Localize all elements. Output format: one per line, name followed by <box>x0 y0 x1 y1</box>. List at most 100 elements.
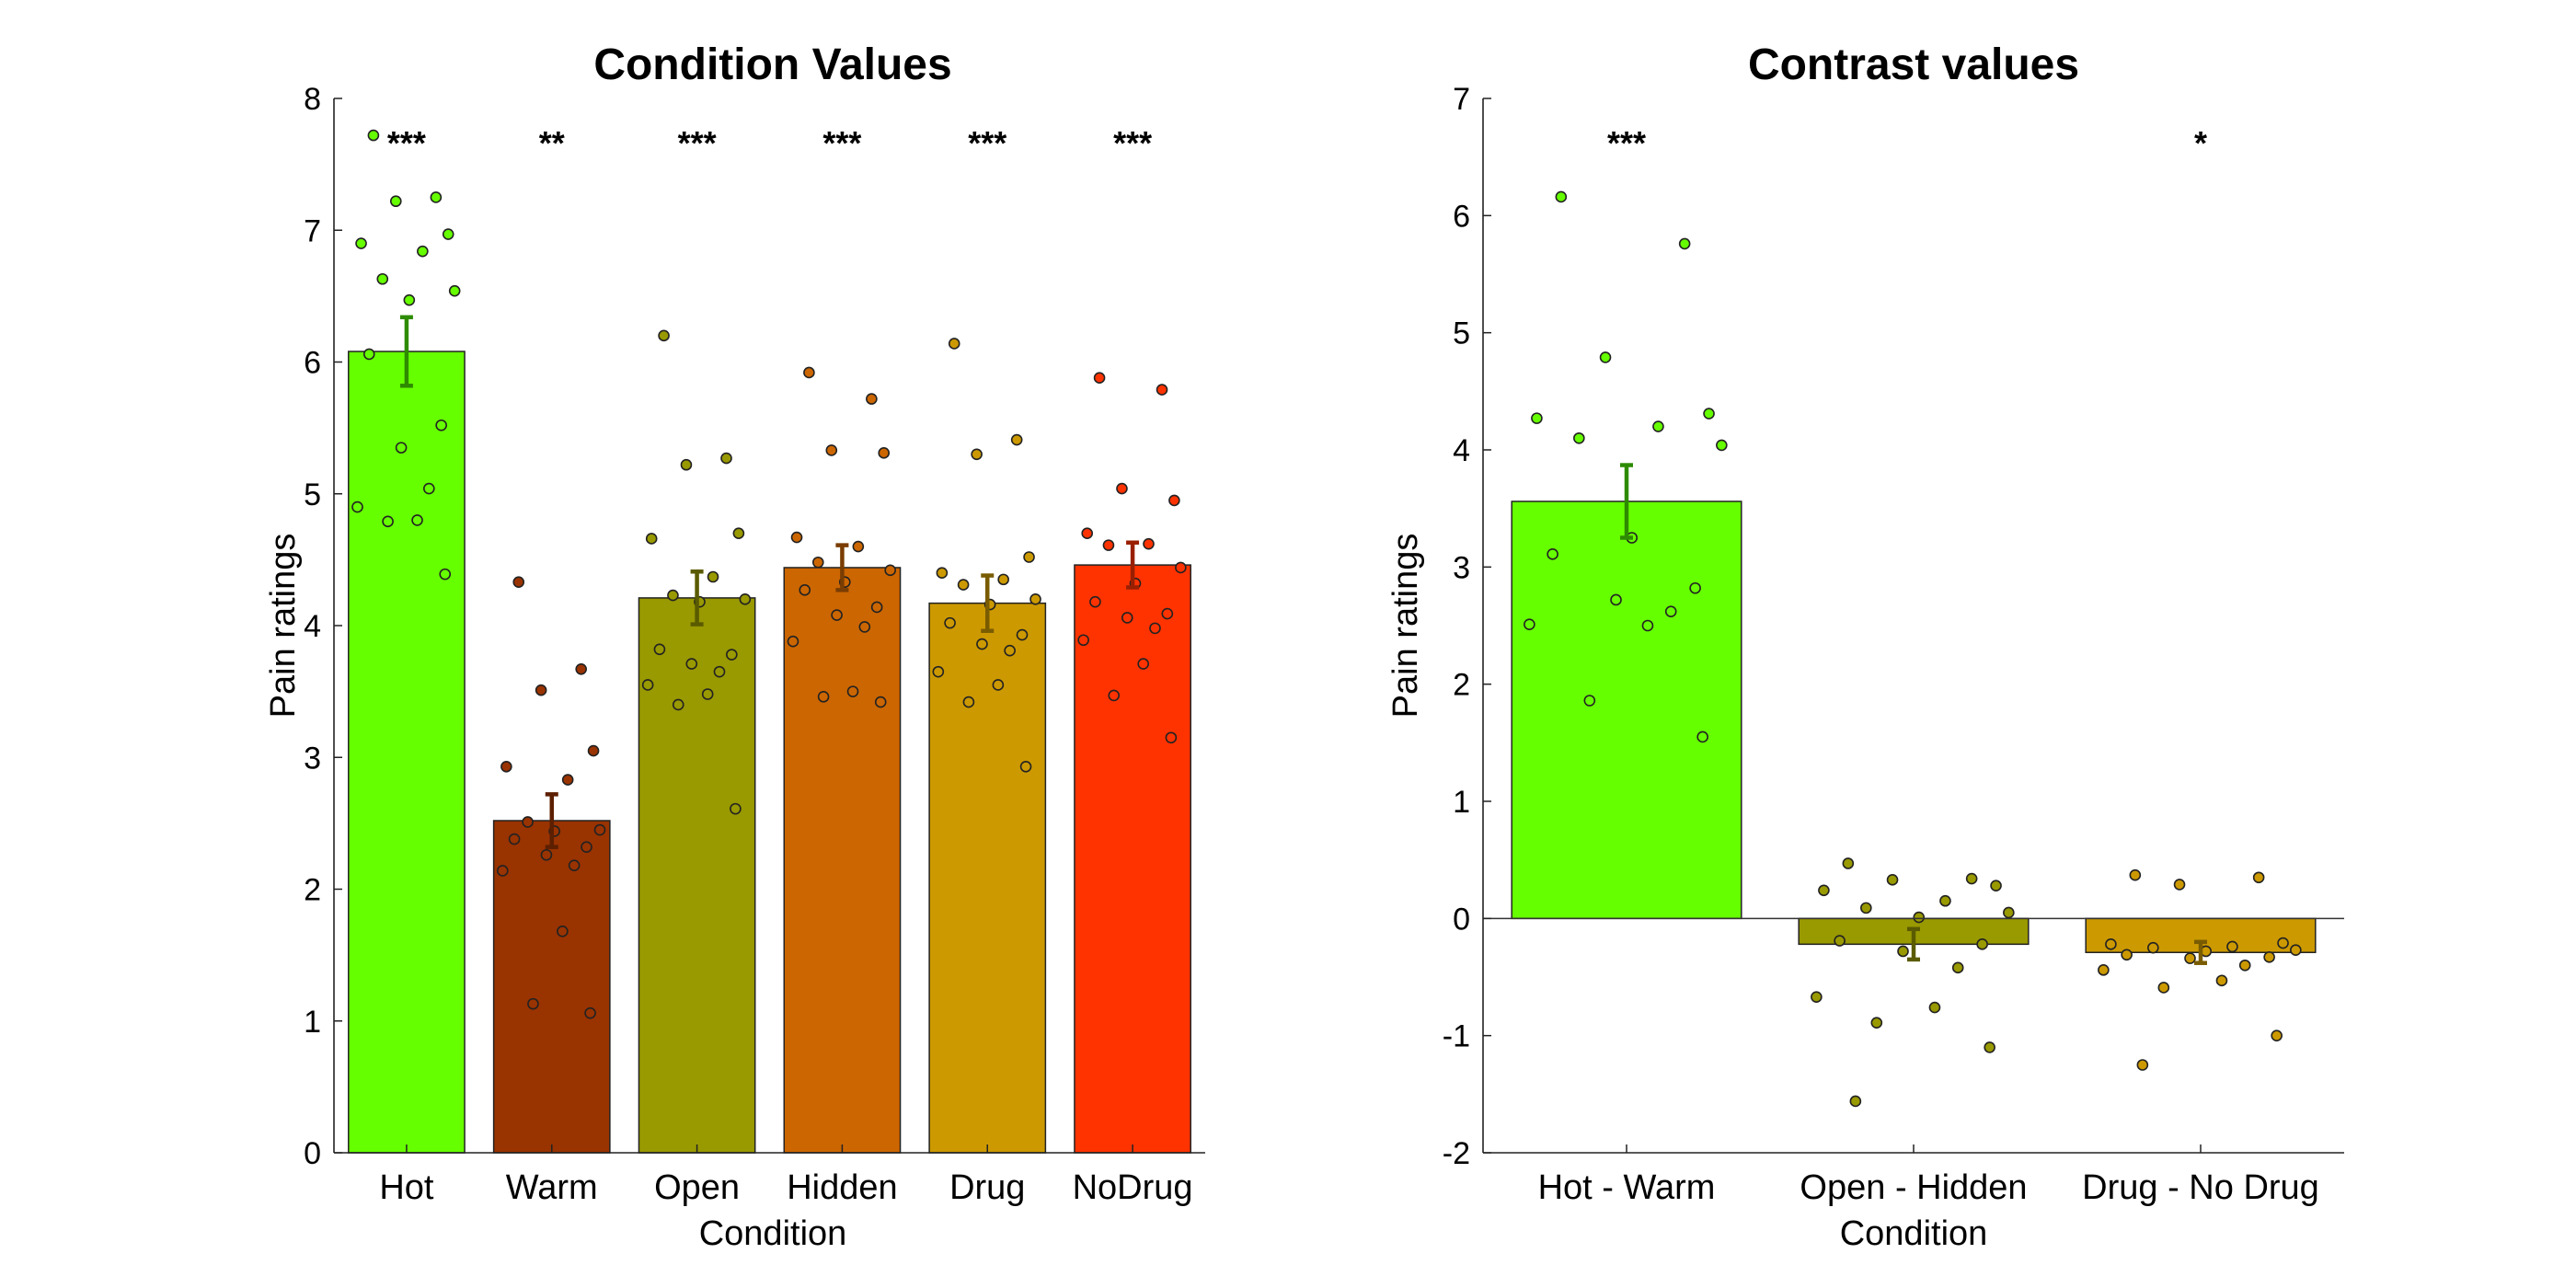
data-point <box>1689 581 1701 594</box>
data-point <box>1664 605 1677 618</box>
data-point <box>1089 595 1101 608</box>
data-point <box>1149 622 1161 635</box>
data-points <box>351 129 1187 1019</box>
data-point <box>667 589 679 602</box>
significance-marker: *** <box>1607 124 1646 162</box>
data-point <box>825 444 838 456</box>
error-bar <box>1126 540 1140 590</box>
data-point <box>2252 871 2265 884</box>
bar-warm <box>492 820 611 1154</box>
data-point <box>2157 982 2170 994</box>
data-point <box>992 679 1005 691</box>
error-bars <box>399 315 1140 849</box>
data-point <box>581 841 592 853</box>
y-tick-label: 2 <box>304 873 321 908</box>
data-point <box>1004 644 1016 657</box>
data-point <box>2215 974 2228 987</box>
data-point <box>1168 494 1180 507</box>
data-point <box>593 823 606 836</box>
significance-marker: *** <box>968 124 1006 162</box>
data-point <box>997 573 1009 586</box>
data-point <box>390 195 402 208</box>
data-point <box>395 442 408 454</box>
data-point <box>2147 941 2159 954</box>
error-bar <box>835 543 849 592</box>
data-point <box>1696 730 1708 743</box>
data-point <box>1842 857 1855 869</box>
y-tick-label: 8 <box>304 82 321 117</box>
data-point <box>367 129 380 142</box>
data-point <box>1870 1017 1883 1029</box>
data-point <box>787 635 799 648</box>
data-point <box>817 691 830 703</box>
data-point <box>1976 938 1988 950</box>
data-point <box>2238 959 2251 972</box>
axes: Hot - Warm Open - Hidden Drug - No Drug -2 -… <box>1443 82 2344 1207</box>
data-point <box>948 338 960 350</box>
data-point <box>1010 433 1023 446</box>
data-point <box>884 564 896 577</box>
data-point <box>730 802 742 815</box>
bars <box>1511 500 2317 954</box>
data-point <box>2271 1029 2283 1041</box>
data-point <box>2263 951 2275 963</box>
data-point <box>527 997 539 1010</box>
data-point <box>587 744 600 757</box>
x-tick-label: Warm <box>506 1168 598 1207</box>
data-point <box>1939 894 1951 907</box>
data-point <box>1555 190 1568 203</box>
data-point <box>512 576 525 589</box>
error-bar <box>545 792 558 849</box>
data-point <box>403 293 416 306</box>
data-point <box>1818 884 1830 897</box>
data-point <box>1641 619 1654 632</box>
data-point <box>936 567 949 580</box>
data-point <box>1984 1041 1995 1053</box>
y-tick-label: -1 <box>1443 1019 1470 1054</box>
data-point <box>1077 634 1089 647</box>
data-point <box>1990 880 2002 891</box>
data-point <box>1102 539 1115 551</box>
significance-marker: *** <box>678 124 717 162</box>
data-point <box>2290 944 2302 957</box>
y-tick-label: 1 <box>1453 785 1470 820</box>
data-point <box>962 696 975 708</box>
data-point <box>430 191 443 203</box>
data-point <box>1610 593 1622 606</box>
data-point <box>858 621 871 633</box>
data-point <box>1703 408 1715 420</box>
data-point <box>435 419 447 431</box>
data-point <box>1108 689 1121 702</box>
data-point <box>1016 628 1029 641</box>
chart-title: Contrast values <box>1748 40 2079 89</box>
data-point <box>685 658 698 670</box>
data-point <box>1081 527 1094 540</box>
bars <box>348 351 1191 1154</box>
data-point <box>1913 911 1926 924</box>
bar-drug <box>928 602 1047 1154</box>
data-point <box>976 638 988 650</box>
data-point <box>811 556 824 569</box>
data-point <box>1116 482 1128 495</box>
data-point <box>739 593 752 605</box>
data-point <box>497 865 509 877</box>
data-point <box>2098 964 2110 976</box>
bar-open <box>638 597 756 1154</box>
data-point <box>1678 237 1691 250</box>
x-tick-label: Hidden <box>787 1168 897 1207</box>
y-tick-label: 1 <box>304 1005 321 1040</box>
y-tick-label: 0 <box>1453 902 1470 937</box>
x-axis-label: Condition <box>1840 1214 1988 1253</box>
data-point <box>2136 1059 2149 1071</box>
data-point <box>351 500 363 513</box>
data-point <box>1951 961 1964 974</box>
data-point <box>1029 593 1041 605</box>
chart-title: Condition Values <box>593 40 951 89</box>
data-point <box>442 228 454 240</box>
data-point <box>2173 879 2186 891</box>
data-point <box>707 570 719 583</box>
significance-markers: *** * <box>1607 124 2207 162</box>
data-point <box>1652 420 1664 432</box>
data-point <box>641 679 654 691</box>
